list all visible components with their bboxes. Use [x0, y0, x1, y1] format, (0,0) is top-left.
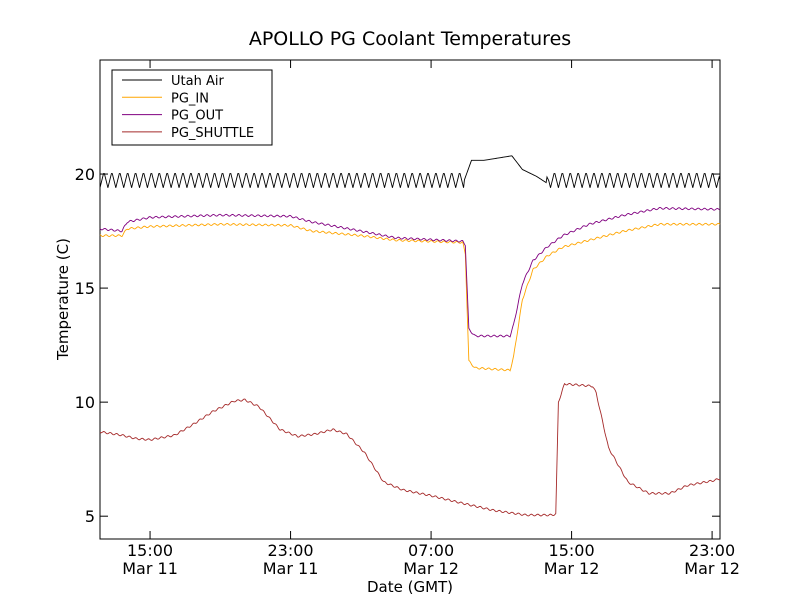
series-line-pg-in [99, 222, 721, 372]
y-tick-label: 20 [75, 165, 95, 184]
x-tick-time-label: 23:00 [268, 541, 314, 560]
y-axis-label: Temperature (C) [54, 238, 72, 361]
x-tick-time-label: 15:00 [127, 541, 173, 560]
legend-label: Utah Air [171, 74, 224, 89]
x-tick-date-label: Mar 12 [684, 559, 740, 578]
series-layer [99, 155, 721, 517]
chart-title: APOLLO PG Coolant Temperatures [249, 28, 571, 50]
legend-label: PG_OUT [171, 109, 223, 124]
y-tick-label: 5 [85, 507, 95, 526]
y-tick-label: 15 [75, 279, 95, 298]
series-line-pg-out [99, 206, 721, 338]
x-tick-date-label: Mar 12 [403, 559, 459, 578]
x-tick-time-label: 15:00 [549, 541, 595, 560]
legend-box [111, 69, 273, 146]
y-tick-label: 10 [75, 393, 95, 412]
x-axis-label: Date (GMT) [367, 578, 453, 596]
series-line-utah-air [99, 155, 721, 188]
legend: Utah Air PG_IN PG_OUT PG_SHUTTLE [111, 69, 273, 146]
series-line-pg-shuttle [99, 382, 721, 517]
x-tick-date-label: Mar 11 [122, 559, 178, 578]
legend-label: PG_SHUTTLE [171, 126, 254, 141]
legend-label: PG_IN [171, 91, 209, 106]
x-tick-time-label: 07:00 [408, 541, 454, 560]
x-tick-date-label: Mar 11 [263, 559, 319, 578]
x-tick-date-label: Mar 12 [544, 559, 600, 578]
x-tick-time-label: 23:00 [689, 541, 735, 560]
